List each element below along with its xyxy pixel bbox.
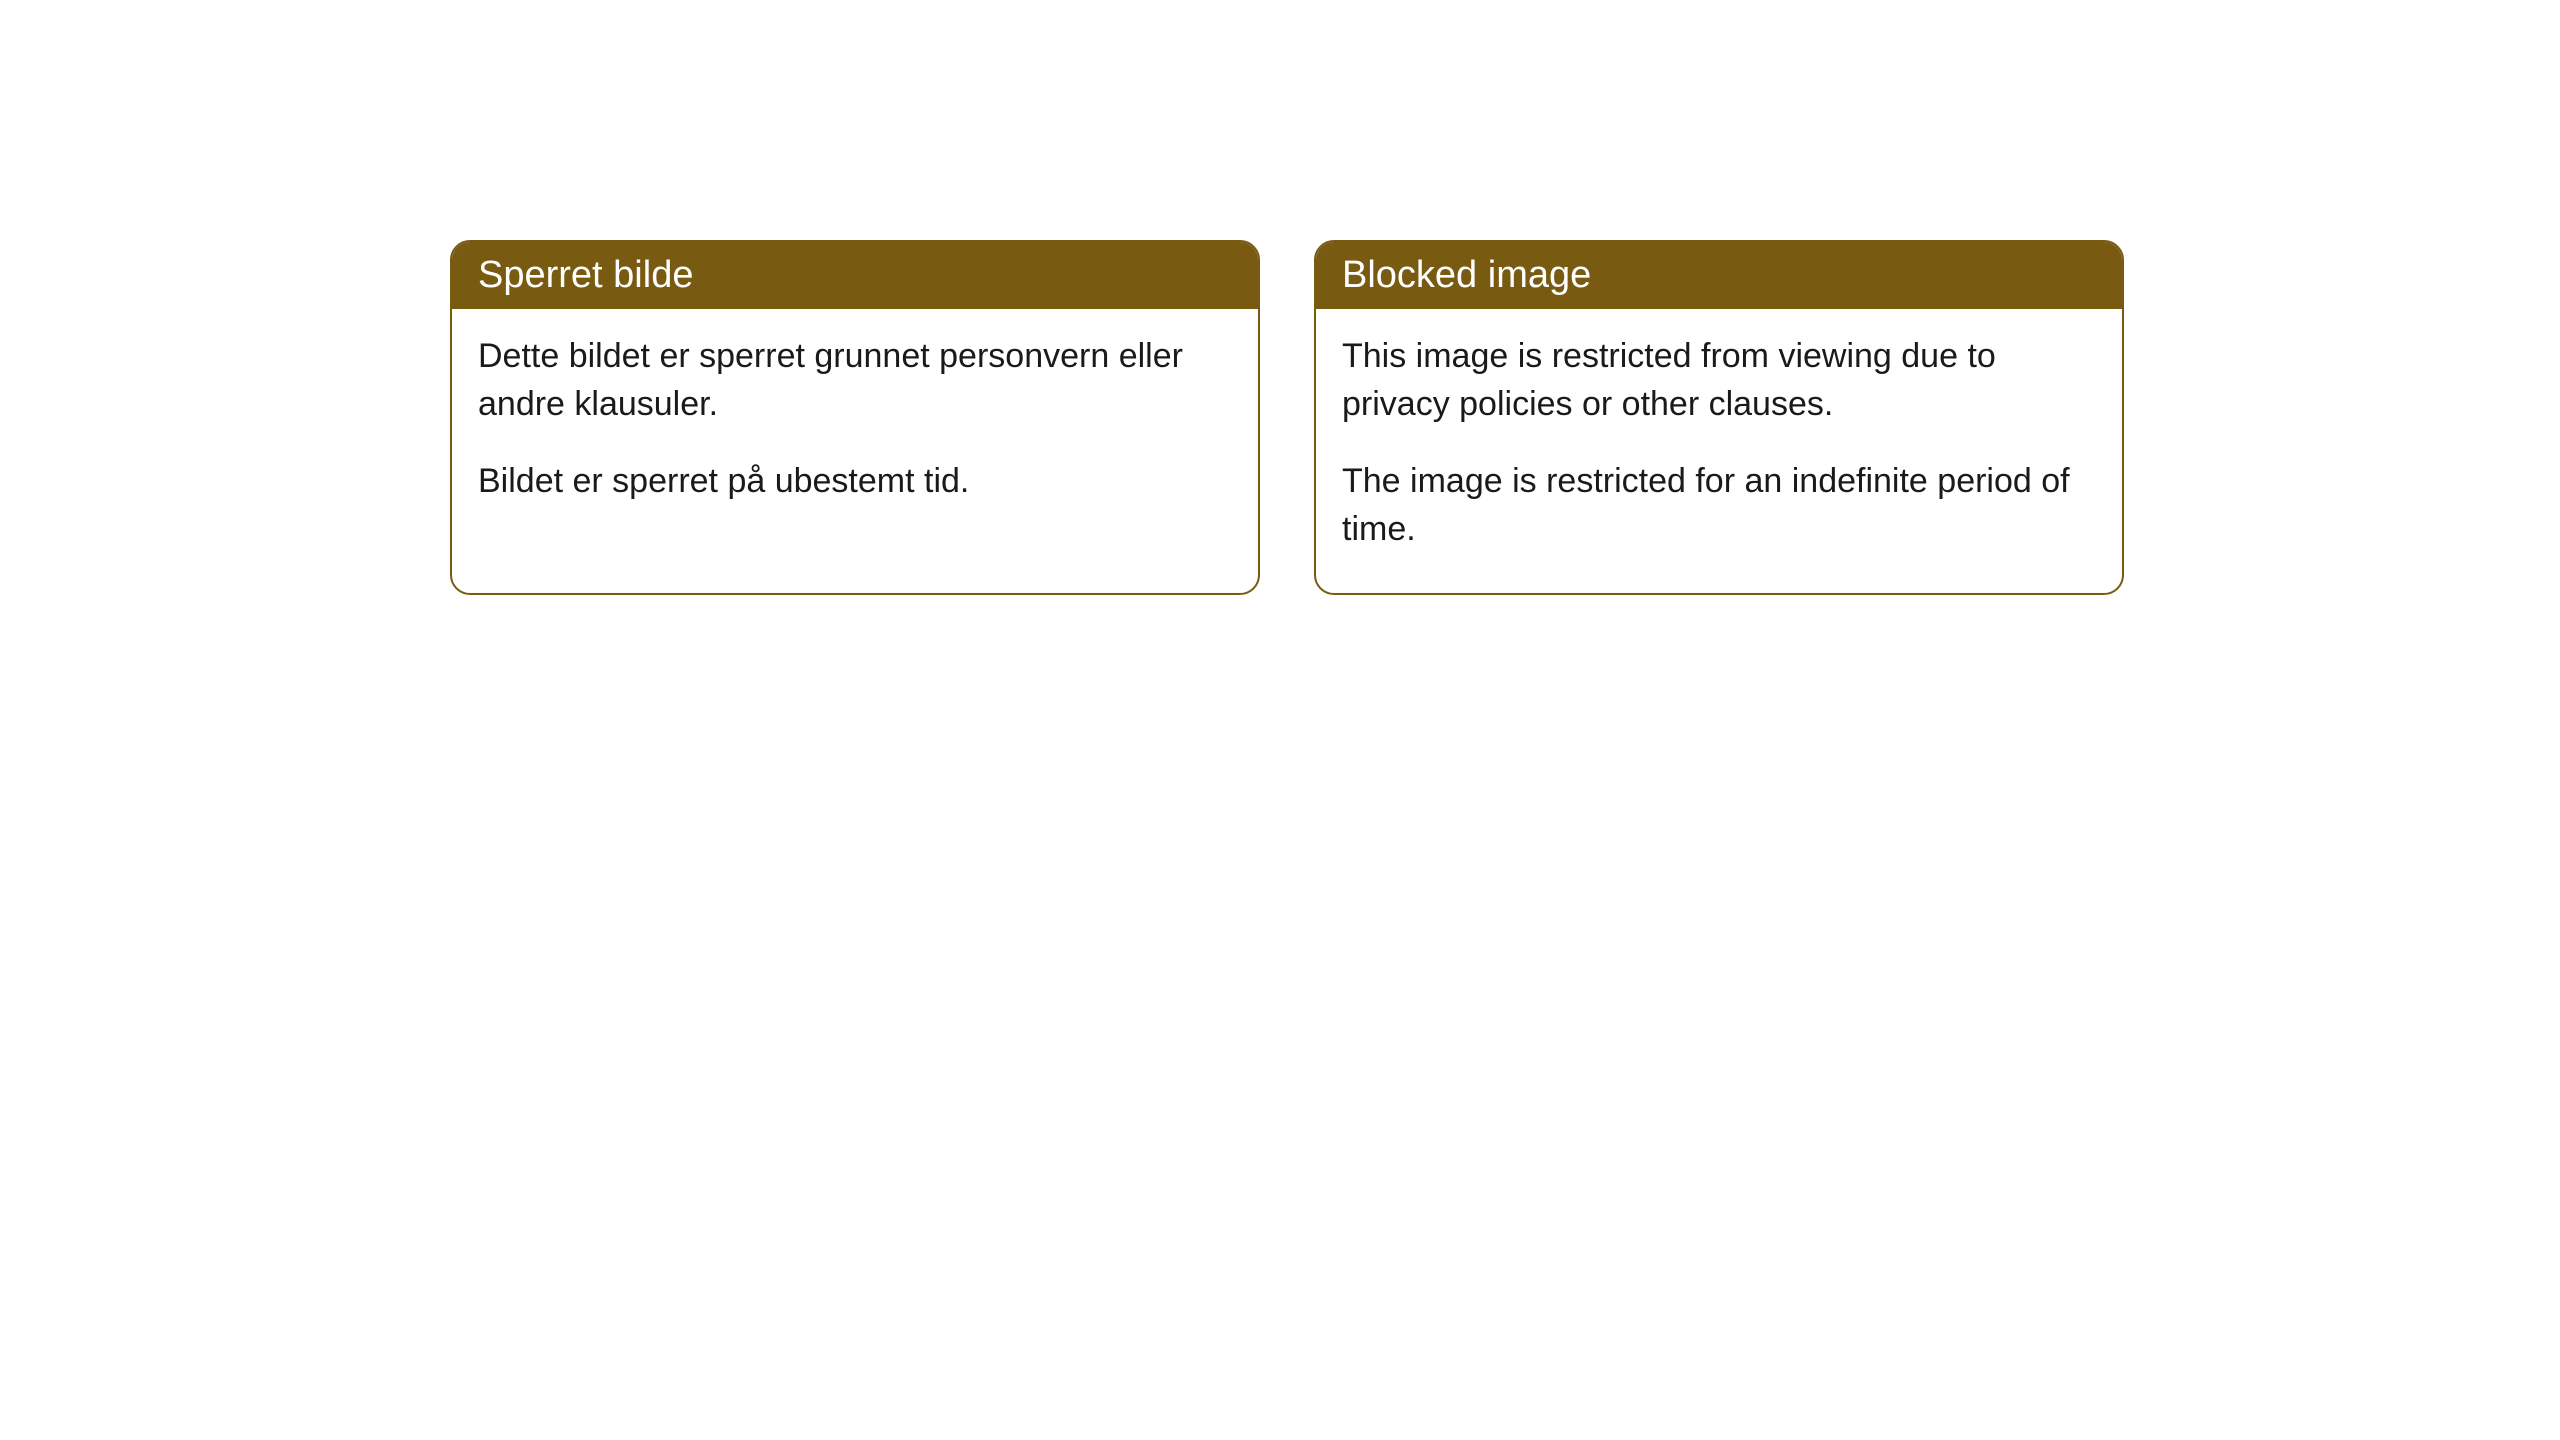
card-body: This image is restricted from viewing du… (1316, 309, 2122, 593)
card-header: Sperret bilde (452, 242, 1258, 309)
notice-card-english: Blocked image This image is restricted f… (1314, 240, 2124, 595)
card-body: Dette bildet er sperret grunnet personve… (452, 309, 1258, 546)
card-title: Sperret bilde (478, 254, 693, 296)
card-title: Blocked image (1342, 254, 1591, 296)
notice-cards-container: Sperret bilde Dette bildet er sperret gr… (450, 240, 2124, 595)
card-header: Blocked image (1316, 242, 2122, 309)
card-paragraph: Bildet er sperret på ubestemt tid. (478, 458, 1232, 506)
card-paragraph: Dette bildet er sperret grunnet personve… (478, 333, 1232, 428)
notice-card-norwegian: Sperret bilde Dette bildet er sperret gr… (450, 240, 1260, 595)
card-paragraph: The image is restricted for an indefinit… (1342, 458, 2096, 553)
card-paragraph: This image is restricted from viewing du… (1342, 333, 2096, 428)
